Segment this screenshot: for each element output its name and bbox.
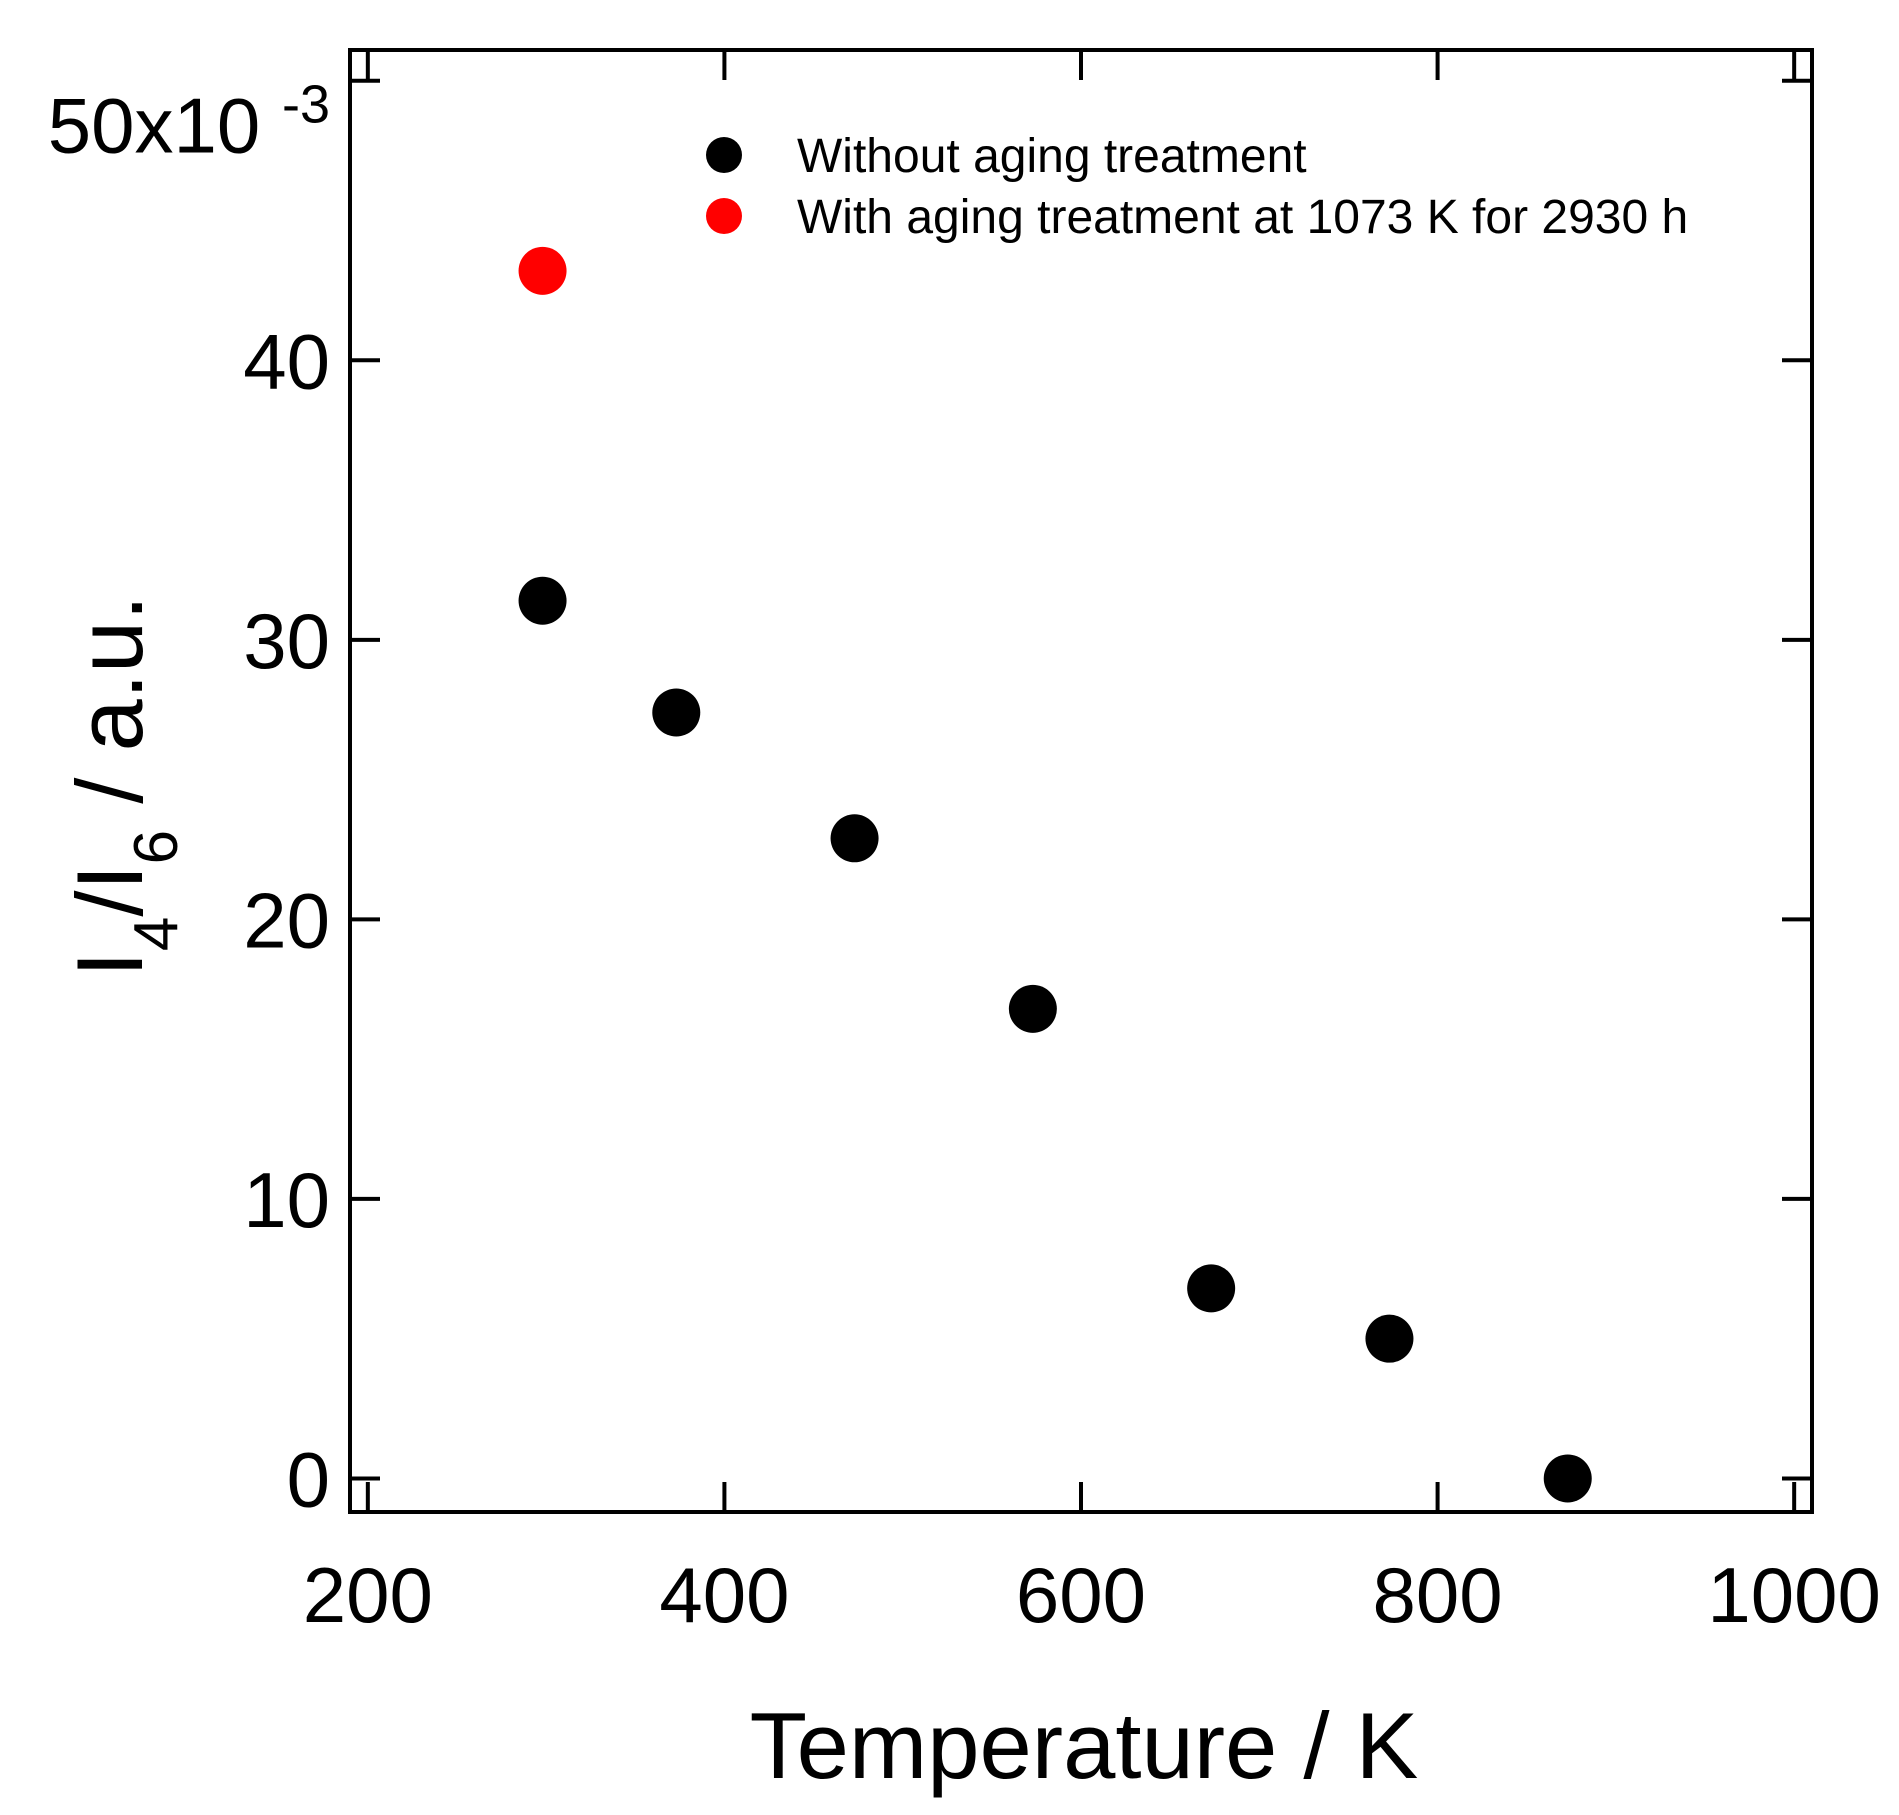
plot-frame <box>348 48 1814 1514</box>
x-axis-label: Temperature / K <box>750 1693 1419 1798</box>
y-tick-label: 30 <box>243 597 330 685</box>
data-point-without-aging <box>1365 1314 1414 1363</box>
legend-marker-without-aging <box>706 137 742 173</box>
x-tick-label: 600 <box>1016 1551 1146 1639</box>
y-axis-label-part: / a.u. <box>57 595 162 830</box>
legend-label-without-aging: Without aging treatment <box>797 130 1307 183</box>
data-point-with-aging <box>518 246 567 295</box>
y-axis-label: I4/I6 / a.u. <box>57 595 191 977</box>
y-tick-label: 40 <box>243 317 330 405</box>
data-point-without-aging <box>1543 1454 1592 1503</box>
y-axis-label-part: /I <box>57 864 162 916</box>
data-point-without-aging <box>1008 984 1057 1033</box>
y-tick-label: 10 <box>243 1156 330 1244</box>
y-tick-labels: 0 10 20 30 40 <box>243 317 330 1523</box>
y-axis-label-subscript-6: 6 <box>122 830 191 864</box>
legend: Without aging treatment With aging treat… <box>706 130 1688 244</box>
data-point-without-aging <box>652 688 701 737</box>
x-tick-labels: 200 400 600 800 1000 <box>303 1551 1881 1639</box>
legend-label-with-aging: With aging treatment at 1073 K for 2930 … <box>797 191 1688 244</box>
y-axis-top-exponent: -3 <box>282 75 330 135</box>
legend-marker-with-aging <box>706 198 742 234</box>
x-tick-label: 800 <box>1373 1551 1503 1639</box>
axis-ticks <box>350 50 1812 1512</box>
y-axis-label-part: I <box>57 951 162 977</box>
y-axis-label-subscript-4: 4 <box>122 917 191 951</box>
x-tick-label: 400 <box>659 1551 789 1639</box>
data-point-without-aging <box>1187 1264 1236 1313</box>
y-axis-top-mantissa: 50x10 <box>48 82 261 170</box>
y-tick-label: 0 <box>287 1435 330 1523</box>
x-tick-label: 1000 <box>1707 1551 1881 1639</box>
y-axis-top-label: 50x10 -3 <box>48 75 330 170</box>
data-points <box>518 246 1592 1503</box>
data-point-without-aging <box>518 576 567 625</box>
y-tick-label: 20 <box>243 876 330 964</box>
data-point-without-aging <box>830 814 879 863</box>
x-tick-label: 200 <box>303 1551 433 1639</box>
